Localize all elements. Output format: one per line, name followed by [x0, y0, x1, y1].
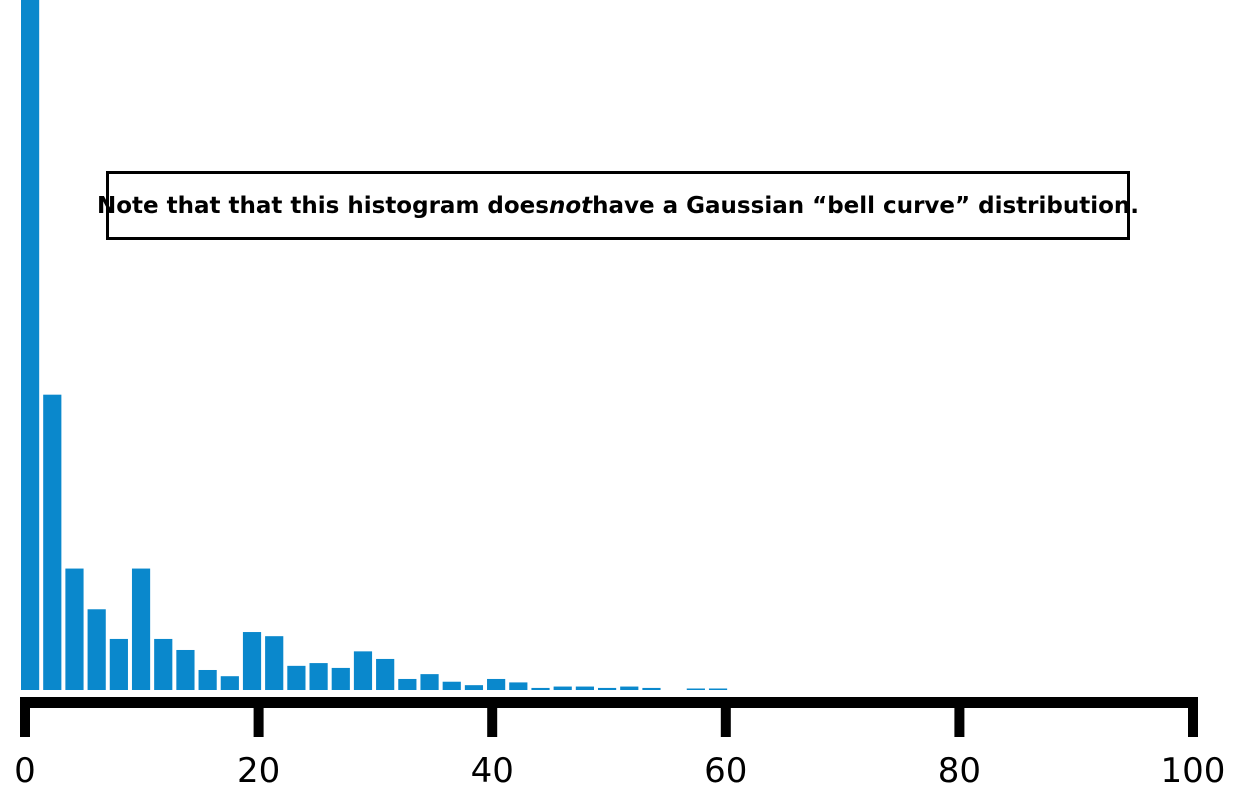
histogram-bar [109, 638, 128, 690]
histogram-bar [198, 669, 217, 690]
histogram-bar [553, 686, 572, 690]
histogram-bar [642, 687, 661, 690]
x-tick-label: 100 [1161, 751, 1226, 791]
annotation-text-before: Note that that this histogram does [96, 192, 549, 219]
histogram-bar [176, 649, 195, 690]
histogram-bar [509, 682, 528, 690]
histogram-bar [398, 678, 417, 690]
histogram-bar [154, 638, 173, 690]
x-axis-tick [487, 697, 498, 737]
histogram-bar [575, 686, 594, 690]
x-axis [20, 697, 1198, 737]
histogram-bar [287, 665, 306, 690]
x-tick-label: 60 [704, 751, 747, 791]
histogram-bar [376, 658, 395, 690]
x-tick-label: 80 [938, 751, 981, 791]
histogram-bar [43, 394, 62, 690]
histogram-bar [309, 663, 328, 690]
histogram-bar [531, 687, 550, 690]
histogram-bar [331, 667, 350, 690]
x-axis-line [20, 697, 1198, 708]
annotation-emphasis: not [548, 192, 593, 219]
x-axis-tick [253, 697, 264, 737]
histogram-bar [420, 674, 439, 690]
histogram-bar [353, 651, 373, 690]
x-axis-tick-labels: 0 20 40 60 80 100 [14, 751, 1225, 791]
x-tick-label: 0 [14, 751, 36, 791]
histogram-bar [131, 568, 151, 690]
histogram-bar [220, 676, 239, 690]
x-tick-label: 40 [471, 751, 514, 791]
histogram-bar [464, 685, 484, 690]
histogram-bar [686, 688, 705, 690]
histogram-bars [21, 0, 728, 690]
histogram-bar [87, 609, 106, 690]
histogram-bar [708, 688, 728, 690]
histogram-bar [620, 686, 639, 690]
annotation-text-after: have a Gaussian “bell curve” distributio… [592, 192, 1140, 219]
histogram-bar [65, 568, 84, 690]
x-axis-tick [720, 697, 731, 737]
x-tick-label: 20 [237, 751, 280, 791]
histogram-bar [21, 0, 40, 690]
x-axis-tick [954, 697, 965, 737]
histogram-bar [442, 681, 461, 690]
x-axis-tick [20, 697, 30, 737]
histogram-bar [265, 636, 284, 690]
histogram-bar [487, 678, 506, 690]
annotation-note: Note that that this histogram does not h… [97, 171, 1139, 240]
histogram-bar [597, 687, 617, 690]
histogram-bar [242, 632, 262, 690]
x-axis-tick [1188, 697, 1198, 737]
